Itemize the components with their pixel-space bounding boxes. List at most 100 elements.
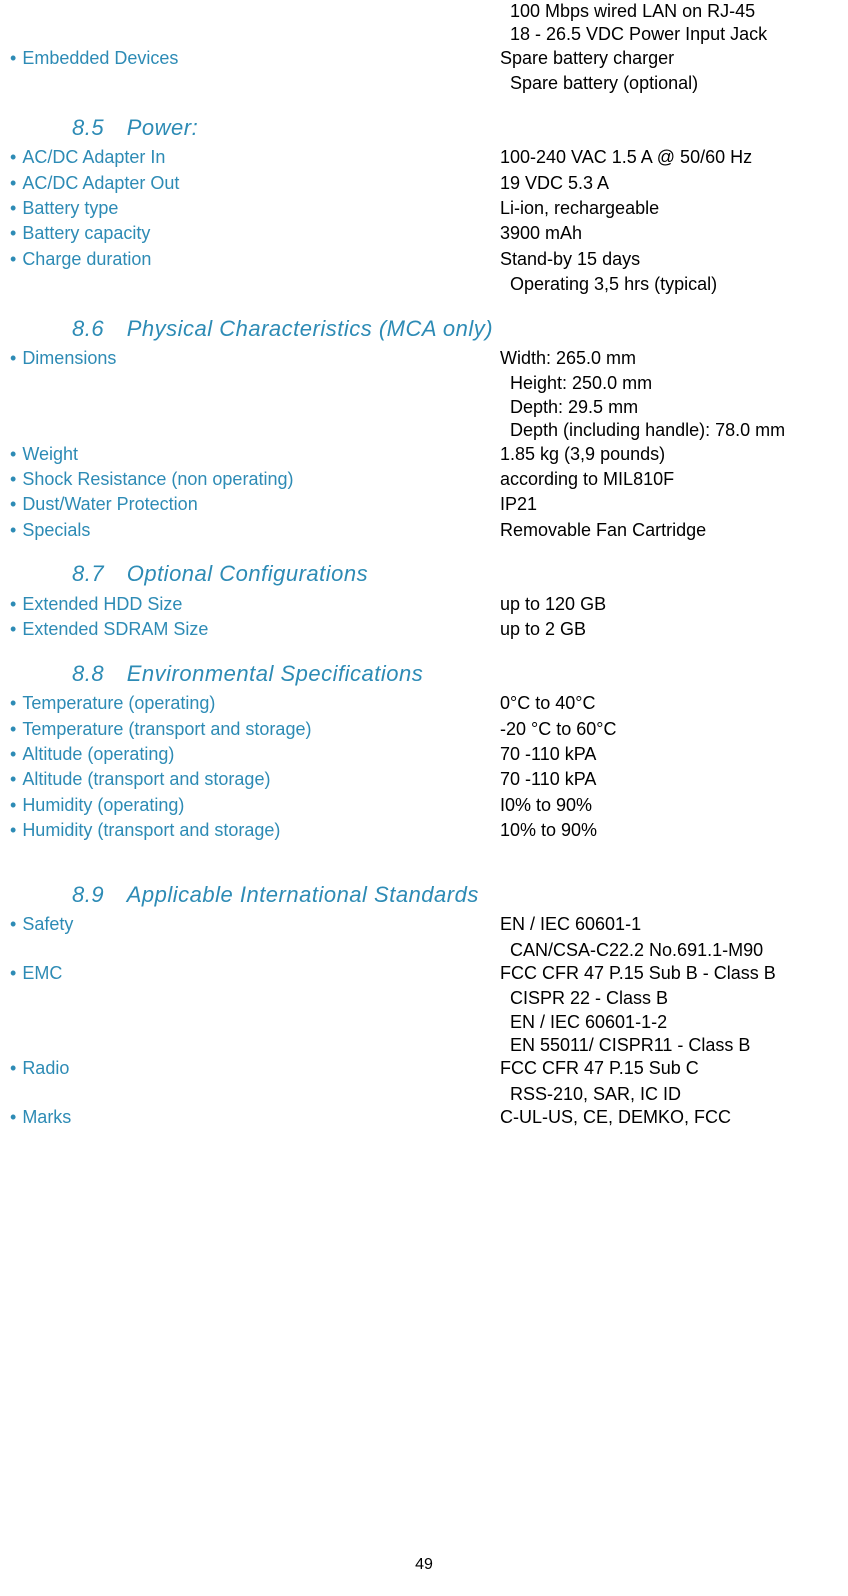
bullet-icon: •: [10, 443, 16, 466]
spec-label-text: Embedded Devices: [22, 47, 178, 70]
bullet-icon: •: [10, 172, 16, 195]
spec-label: • Battery type: [10, 197, 500, 220]
spec-value-cont: Depth: 29.5 mm: [510, 396, 838, 419]
spec-label: •Charge duration: [10, 248, 500, 271]
bullet-icon: •: [10, 692, 16, 715]
spec-label: • EMC: [10, 962, 500, 985]
spec-row: •Charge durationStand-by 15 days: [10, 248, 838, 271]
bullet-icon: •: [10, 913, 16, 936]
spec-value: FCC CFR 47 P.15 Sub B - Class B: [500, 962, 838, 985]
bullet-icon: •: [10, 47, 16, 70]
section-heading-environmental: 8.8 Environmental Specifications: [72, 660, 838, 689]
bullet-icon: •: [10, 146, 16, 169]
spec-value-cont: Height: 250.0 mm: [510, 372, 838, 395]
spec-label-text: Temperature (transport and storage): [22, 718, 311, 741]
spec-row: •Extended HDD Sizeup to 120 GB: [10, 593, 838, 616]
spec-label: •Altitude (operating): [10, 743, 500, 766]
spec-row: •Altitude (operating)70 -110 kPA: [10, 743, 838, 766]
spec-label: •Specials: [10, 519, 500, 542]
spec-value-cont: Spare battery (optional): [510, 72, 838, 95]
spec-label: •Marks: [10, 1106, 500, 1129]
spec-value: 100-240 VAC 1.5 A @ 50/60 Hz: [500, 146, 838, 169]
spec-row: • Weight 1.85 kg (3,9 pounds): [10, 443, 838, 466]
spec-value: according to MIL810F: [500, 468, 838, 491]
spec-value: 19 VDC 5.3 A: [500, 172, 838, 195]
spec-label: • AC/DC Adapter In: [10, 146, 500, 169]
spec-value: 70 -110 kPA: [500, 768, 838, 791]
spec-label-text: Extended SDRAM Size: [22, 618, 208, 641]
spec-row: •Shock Resistance (non operating)accordi…: [10, 468, 838, 491]
spec-label: •Dust/Water Protection: [10, 493, 500, 516]
spec-label: • Battery capacity: [10, 222, 500, 245]
spec-label-text: AC/DC Adapter In: [22, 146, 165, 169]
spec-label: •Extended SDRAM Size: [10, 618, 500, 641]
spec-label: •Extended HDD Size: [10, 593, 500, 616]
section-power-items: • AC/DC Adapter In 100-240 VAC 1.5 A @ 50/…: [10, 146, 838, 296]
section-environmental-items: •Temperature (operating)0°C to 40°C•Temp…: [10, 692, 838, 842]
spec-value: Spare battery charger: [500, 47, 838, 70]
spec-value-cont: Operating 3,5 hrs (typical): [510, 273, 838, 296]
spec-label-text: Altitude (transport and storage): [22, 768, 270, 791]
section-number: 8.5: [72, 115, 104, 140]
top-value-1: 100 Mbps wired LAN on RJ-45: [510, 0, 838, 23]
spec-label: • AC/DC Adapter Out: [10, 172, 500, 195]
spec-value: up to 120 GB: [500, 593, 838, 616]
spec-row: •SafetyEN / IEC 60601-1: [10, 913, 838, 936]
bullet-icon: •: [10, 347, 16, 370]
spec-label: •Radio: [10, 1057, 500, 1080]
spec-value: 70 -110 kPA: [500, 743, 838, 766]
bullet-icon: •: [10, 468, 16, 491]
spec-row: •Humidity (transport and storage)10% to …: [10, 819, 838, 842]
bullet-icon: •: [10, 1057, 16, 1080]
bullet-icon: •: [10, 197, 16, 220]
section-standards-items: •SafetyEN / IEC 60601-1CAN/CSA-C22.2 No.…: [10, 913, 838, 1130]
spec-label-text: Dust/Water Protection: [22, 493, 197, 516]
spec-label-text: Humidity (operating): [22, 794, 184, 817]
section-number: 8.8: [72, 661, 104, 686]
spec-label-text: AC/DC Adapter Out: [22, 172, 179, 195]
spec-row: • Altitude (transport and storage) 70 -110…: [10, 768, 838, 791]
spec-value-cont: RSS-210, SAR, IC ID: [510, 1083, 838, 1106]
spec-value: 0°C to 40°C: [500, 692, 838, 715]
spec-label-text: Battery capacity: [22, 222, 150, 245]
spec-row: •Extended SDRAM Sizeup to 2 GB: [10, 618, 838, 641]
spec-label: •Temperature (transport and storage): [10, 718, 500, 741]
bullet-icon: •: [10, 768, 16, 791]
spec-label-text: Extended HDD Size: [22, 593, 182, 616]
section-number: 8.7: [72, 561, 104, 586]
spec-row: • Temperature (operating) 0°C to 40°C: [10, 692, 838, 715]
spec-row: • EMC FCC CFR 47 P.15 Sub B - Class B: [10, 962, 838, 985]
spec-label-text: Battery type: [22, 197, 118, 220]
spec-row-embedded: • Embedded Devices Spare battery charger: [10, 47, 838, 70]
spec-value-cont: CISPR 22 - Class B: [510, 987, 838, 1010]
spec-value: FCC CFR 47 P.15 Sub C: [500, 1057, 838, 1080]
spec-label-text: Temperature (operating): [22, 692, 215, 715]
section-optional-items: •Extended HDD Sizeup to 120 GB•Extended …: [10, 593, 838, 642]
spec-row: •SpecialsRemovable Fan Cartridge: [10, 519, 838, 542]
top-value-2: 18 - 26.5 VDC Power Input Jack: [510, 23, 838, 46]
spec-value: 1.85 kg (3,9 pounds): [500, 443, 838, 466]
spec-row: •Dust/Water ProtectionIP21: [10, 493, 838, 516]
bullet-icon: •: [10, 743, 16, 766]
page-number: 49: [415, 1555, 433, 1576]
section-title: Optional Configurations: [127, 561, 368, 586]
bullet-icon: •: [10, 962, 16, 985]
spec-label: • Humidity (operating): [10, 794, 500, 817]
spec-label: •Humidity (transport and storage): [10, 819, 500, 842]
bullet-icon: •: [10, 794, 16, 817]
section-number: 8.9: [72, 882, 104, 907]
section-title: Power:: [127, 115, 198, 140]
spec-label-text: Charge duration: [22, 248, 151, 271]
spec-label-text: Weight: [22, 443, 78, 466]
spec-row: •Battery typeLi-ion, rechargeable: [10, 197, 838, 220]
section-physical-items: •DimensionsWidth: 265.0 mmHeight: 250.0 …: [10, 347, 838, 542]
bullet-icon: •: [10, 519, 16, 542]
bullet-icon: •: [10, 222, 16, 245]
spec-row: •Humidity (operating)I0% to 90%: [10, 794, 838, 817]
bullet-icon: •: [10, 819, 16, 842]
spec-label: • Embedded Devices: [10, 47, 500, 70]
spec-row: •RadioFCC CFR 47 P.15 Sub C: [10, 1057, 838, 1080]
spec-value: up to 2 GB: [500, 618, 838, 641]
spec-label-text: EMC: [22, 962, 62, 985]
spec-row: •MarksC-UL-US, CE, DEMKO, FCC: [10, 1106, 838, 1129]
